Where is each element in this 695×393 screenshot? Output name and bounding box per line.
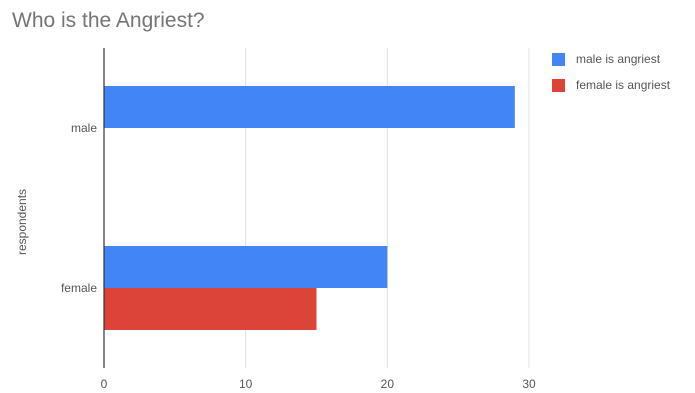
legend-swatch-male-is-angriest bbox=[552, 52, 565, 66]
y-tick-label-male: male bbox=[71, 121, 97, 135]
legend-label-female-is-angriest: female is angriest bbox=[576, 78, 671, 92]
chart-title: Who is the Angriest? bbox=[12, 9, 205, 32]
x-tick-label: 0 bbox=[101, 377, 108, 391]
legend-swatch-female-is-angriest bbox=[552, 78, 565, 92]
x-tick-label: 30 bbox=[522, 377, 536, 391]
legend-item-female-is-angriest[interactable]: female is angriest bbox=[552, 78, 670, 92]
x-tick-label: 20 bbox=[381, 377, 395, 391]
y-tick-label-female: female bbox=[61, 281, 97, 295]
legend-label-male-is-angriest: male is angriest bbox=[576, 52, 661, 66]
x-tick-label: 10 bbox=[239, 377, 253, 391]
chart-legend: male is angriest female is angriest bbox=[552, 52, 670, 104]
legend-item-male-is-angriest[interactable]: male is angriest bbox=[552, 52, 670, 66]
bar-female-is-angriest-female[interactable] bbox=[104, 288, 317, 330]
bar-male-is-angriest-female[interactable] bbox=[104, 246, 388, 288]
bar-male-is-angriest-male[interactable] bbox=[104, 86, 515, 128]
y-axis-title: respondents bbox=[15, 189, 29, 255]
